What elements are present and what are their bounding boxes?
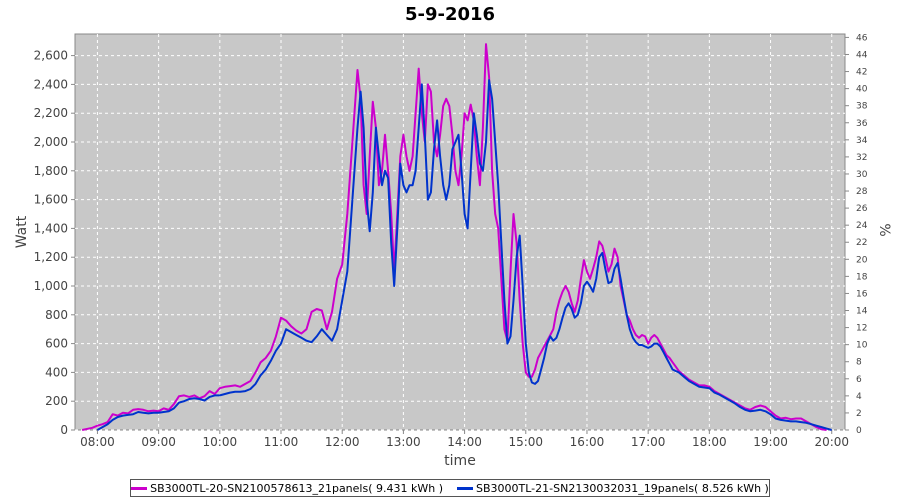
y2-tick-label: 2 — [856, 409, 862, 419]
grid-lines — [75, 34, 845, 431]
x-tick-label: 16:00 — [570, 435, 605, 449]
legend-swatch-series-1 — [131, 486, 148, 490]
y2-tick-label: 8 — [856, 358, 862, 368]
y-tick-label: 1,400 — [34, 221, 68, 235]
series-layer — [81, 43, 832, 431]
y2-tick-label: 38 — [856, 102, 868, 112]
y2-tick-label: 42 — [856, 68, 867, 78]
x-tick-label: 12:00 — [325, 435, 360, 449]
x-tick-label: 11:00 — [264, 435, 299, 449]
y2-tick-label: 44 — [856, 50, 868, 60]
y2-tick-label: 28 — [856, 187, 868, 197]
x-axis-label: time — [444, 453, 476, 469]
x-tick-label: 20:00 — [814, 435, 849, 449]
y-tick-label: 0 — [60, 423, 68, 437]
x-tick-label: 10:00 — [203, 435, 238, 449]
y-tick-label: 2,600 — [34, 49, 68, 63]
legend-item-series-2: SB3000TL-21-SN2130032031_19panels( 8.526… — [457, 482, 769, 495]
y-tick-label: 1,000 — [34, 279, 68, 293]
y-tick-label: 800 — [45, 308, 68, 322]
y2-tick-label: 40 — [856, 85, 868, 95]
y2-tick-label: 32 — [856, 153, 867, 163]
y2-tick-label: 46 — [856, 33, 868, 43]
y-tick-label: 1,600 — [34, 193, 68, 207]
legend-swatch-series-2 — [457, 486, 473, 490]
x-tick-label: 15:00 — [508, 435, 543, 449]
y2-tick-label: 22 — [856, 238, 867, 248]
y2-tick-label: 24 — [856, 221, 868, 231]
x-tick-label: 19:00 — [753, 435, 788, 449]
x-tick-label: 08:00 — [80, 435, 115, 449]
chart-title: 5-9-2016 — [404, 4, 496, 25]
legend-label-series-1: SB3000TL-20-SN2100578613_21panels( 9.431… — [150, 481, 443, 495]
y2-tick-label: 0 — [856, 426, 862, 436]
x-tick-label: 17:00 — [631, 435, 666, 449]
y2-axis-label: % — [876, 223, 892, 236]
y2-tick-label: 34 — [856, 136, 868, 146]
y-tick-label: 2,400 — [34, 77, 68, 91]
y2-tick-label: 14 — [856, 307, 868, 317]
x-tick-label: 09:00 — [141, 435, 176, 449]
y-tick-label: 200 — [45, 394, 68, 408]
y-axis-label: Watt — [14, 215, 30, 248]
y2-tick-label: 36 — [856, 119, 868, 129]
y2-tick-label: 10 — [856, 341, 868, 351]
y2-tick-label: 20 — [856, 255, 868, 265]
y2-axis: 0246810121416182022242628303234363840424… — [845, 33, 868, 436]
series-line-2 — [96, 79, 832, 431]
x-tick-label: 18:00 — [692, 435, 727, 449]
y2-tick-label: 26 — [856, 204, 868, 214]
legend-item-series-1: SB3000TL-20-SN2100578613_21panels( 9.431… — [131, 482, 443, 495]
y-tick-label: 2,000 — [34, 135, 68, 149]
y2-tick-label: 6 — [856, 375, 862, 385]
y-tick-label: 1,800 — [34, 164, 68, 178]
y2-tick-label: 12 — [856, 324, 867, 334]
y-axis: 0 200 400 600 800 1,000 1,200 1,400 1,600 1,800 2,… — [34, 49, 75, 437]
y-tick-label: 400 — [45, 365, 68, 379]
y2-tick-label: 4 — [856, 392, 862, 402]
y2-tick-label: 16 — [856, 289, 868, 299]
y2-tick-label: 30 — [856, 170, 868, 180]
x-axis: 08:00 09:00 10:00 11:00 12:00 13:00 14:00 15:00… — [80, 430, 849, 449]
y2-tick-label: 18 — [856, 272, 868, 282]
legend: SB3000TL-20-SN2100578613_21panels( 9.431… — [130, 479, 770, 497]
y-tick-label: 2,200 — [34, 106, 68, 120]
x-tick-label: 13:00 — [386, 435, 421, 449]
y-tick-label: 600 — [45, 337, 68, 351]
y-tick-label: 1,200 — [34, 250, 68, 264]
plot-area — [74, 33, 846, 431]
legend-label-series-2: SB3000TL-21-SN2130032031_19panels( 8.526… — [476, 481, 769, 495]
series-line-1 — [81, 43, 827, 431]
x-tick-label: 14:00 — [447, 435, 482, 449]
